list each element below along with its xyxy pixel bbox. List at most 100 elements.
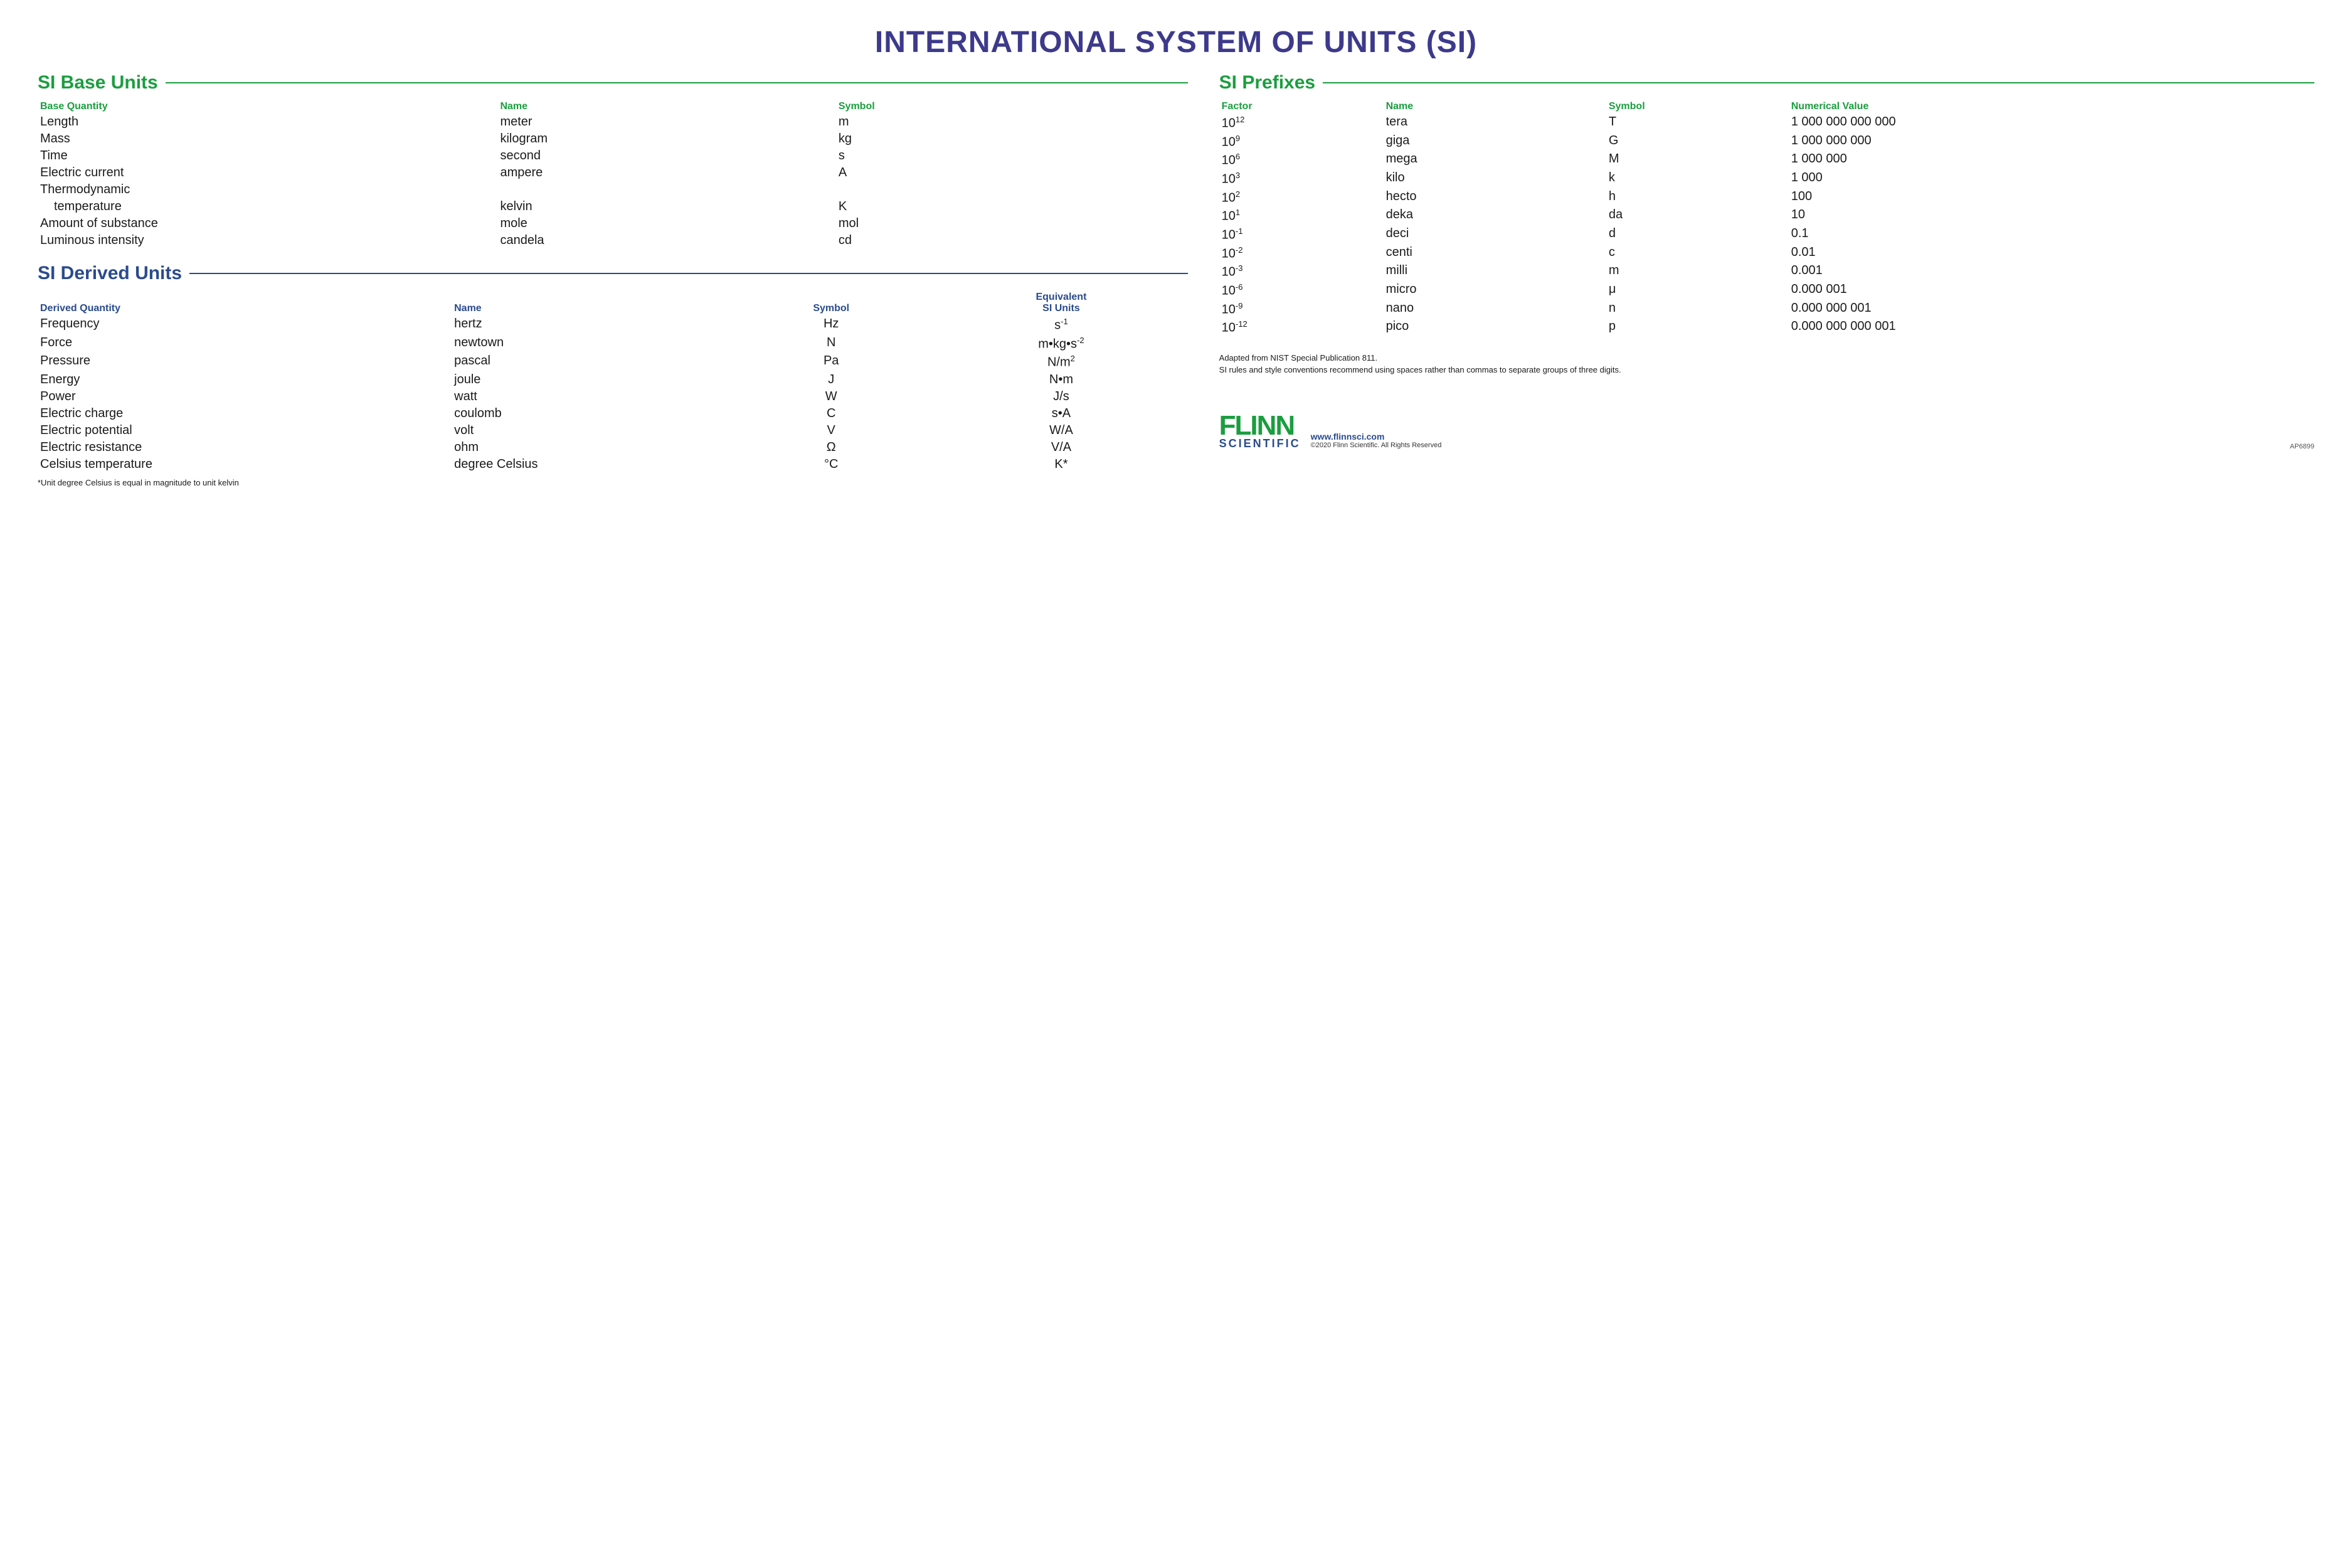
table-row: Timeseconds [38, 147, 1188, 164]
table-row: 10-2centic0.01 [1219, 244, 2314, 263]
logo: FLINN SCIENTIFIC [1219, 414, 1301, 450]
table-cell: 0.01 [1789, 244, 2314, 263]
table-cell: μ [1602, 281, 1789, 300]
table-cell: Celsius temperature [38, 456, 452, 473]
table-row: EnergyjouleJN•m [38, 371, 1188, 388]
table-row: Amount of substancemolemol [38, 215, 1188, 232]
table-cell: V/A [935, 439, 1187, 456]
table-cell: pico [1384, 318, 1602, 337]
table-cell: temperature [38, 198, 497, 215]
table-cell: mole [497, 215, 819, 232]
table-cell: Luminous intensity [38, 232, 497, 249]
table-row: Celsius temperaturedegree Celsius°CK* [38, 456, 1188, 473]
table-cell: A [820, 164, 1188, 181]
table-cell: Electric current [38, 164, 497, 181]
table-cell: Electric potential [38, 422, 452, 439]
table-cell: second [497, 147, 819, 164]
table-cell: giga [1384, 132, 1602, 151]
table-row: 1012teraT1 000 000 000 000 [1219, 114, 2314, 132]
table-cell: milli [1384, 262, 1602, 281]
table-cell: c [1602, 244, 1789, 263]
content-columns: SI Base Units Base Quantity Name Symbol … [38, 72, 2314, 487]
table-cell: 0.001 [1789, 262, 2314, 281]
table-cell: newtown [452, 334, 728, 353]
attribution: Adapted from NIST Special Publication 81… [1219, 352, 2314, 376]
derived-units-table: Derived Quantity Name Symbol EquivalentS… [38, 290, 1188, 473]
table-cell: Time [38, 147, 497, 164]
base-units-table: Base Quantity Name Symbol LengthmetermMa… [38, 100, 1188, 249]
table-cell: micro [1384, 281, 1602, 300]
table-row: 101dekada10 [1219, 206, 2314, 225]
table-cell: G [1602, 132, 1789, 151]
table-cell: centi [1384, 244, 1602, 263]
table-cell: kilogram [497, 130, 819, 147]
page-title: INTERNATIONAL SYSTEM OF UNITS (SI) [38, 25, 2314, 60]
left-column: SI Base Units Base Quantity Name Symbol … [38, 72, 1188, 487]
table-cell: Energy [38, 371, 452, 388]
col-header: EquivalentSI Units [935, 290, 1187, 315]
table-cell: 1 000 000 000 000 [1789, 114, 2314, 132]
col-header: Symbol [820, 100, 1188, 114]
table-cell: 10-3 [1219, 262, 1384, 281]
table-cell: J/s [935, 388, 1187, 405]
footer: FLINN SCIENTIFIC www.flinnsci.com ©2020 … [1219, 414, 2314, 450]
table-cell: W/A [935, 422, 1187, 439]
table-cell: hecto [1384, 188, 1602, 207]
derived-footnote: *Unit degree Celsius is equal in magnitu… [38, 478, 1188, 487]
product-code: AP6899 [2290, 443, 2314, 450]
table-cell: kilo [1384, 169, 1602, 188]
table-cell: 1 000 000 [1789, 151, 2314, 169]
base-units-heading-text: SI Base Units [38, 72, 158, 93]
table-cell: deka [1384, 206, 1602, 225]
table-cell: watt [452, 388, 728, 405]
table-row: 10-1decid0.1 [1219, 225, 2314, 244]
table-row: PressurepascalPaN/m2 [38, 352, 1188, 371]
table-cell: meter [497, 114, 819, 130]
table-row: ForcenewtownNm•kg•s-2 [38, 334, 1188, 353]
prefixes-table: Factor Name Symbol Numerical Value 1012t… [1219, 100, 2314, 337]
table-cell: s•A [935, 405, 1187, 422]
table-cell: candela [497, 232, 819, 249]
table-cell: da [1602, 206, 1789, 225]
base-units-heading: SI Base Units [38, 72, 1188, 93]
table-cell: 101 [1219, 206, 1384, 225]
col-header: Name [1384, 100, 1602, 114]
table-cell: Amount of substance [38, 215, 497, 232]
table-cell: 10-6 [1219, 281, 1384, 300]
col-header: Symbol [728, 290, 935, 315]
table-cell: Mass [38, 130, 497, 147]
table-cell: coulomb [452, 405, 728, 422]
table-cell: 106 [1219, 151, 1384, 169]
table-row: Luminous intensitycandelacd [38, 232, 1188, 249]
table-cell: 10-2 [1219, 244, 1384, 263]
table-row: Electric potentialvoltVW/A [38, 422, 1188, 439]
table-cell: 102 [1219, 188, 1384, 207]
table-cell: h [1602, 188, 1789, 207]
table-row: 10-12picop0.000 000 000 001 [1219, 318, 2314, 337]
table-row: 106megaM1 000 000 [1219, 151, 2314, 169]
table-cell: C [728, 405, 935, 422]
table-cell: W [728, 388, 935, 405]
table-cell: T [1602, 114, 1789, 132]
table-cell: Hz [728, 315, 935, 334]
table-cell: 0.000 001 [1789, 281, 2314, 300]
table-cell: d [1602, 225, 1789, 244]
table-cell: ampere [497, 164, 819, 181]
table-cell: 10-9 [1219, 300, 1384, 319]
col-header: Name [452, 290, 728, 315]
attribution-line: SI rules and style conventions recommend… [1219, 364, 2314, 376]
table-cell: m•kg•s-2 [935, 334, 1187, 353]
table-cell: N•m [935, 371, 1187, 388]
table-cell: cd [820, 232, 1188, 249]
table-cell: 0.000 000 001 [1789, 300, 2314, 319]
table-row: 10-6microμ0.000 001 [1219, 281, 2314, 300]
col-header: Name [497, 100, 819, 114]
table-cell: mega [1384, 151, 1602, 169]
table-cell: J [728, 371, 935, 388]
table-cell: 10-12 [1219, 318, 1384, 337]
table-row: Electric currentampereA [38, 164, 1188, 181]
derived-units-heading: SI Derived Units [38, 263, 1188, 284]
table-cell: 1 000 [1789, 169, 2314, 188]
table-cell: Power [38, 388, 452, 405]
table-cell: k [1602, 169, 1789, 188]
